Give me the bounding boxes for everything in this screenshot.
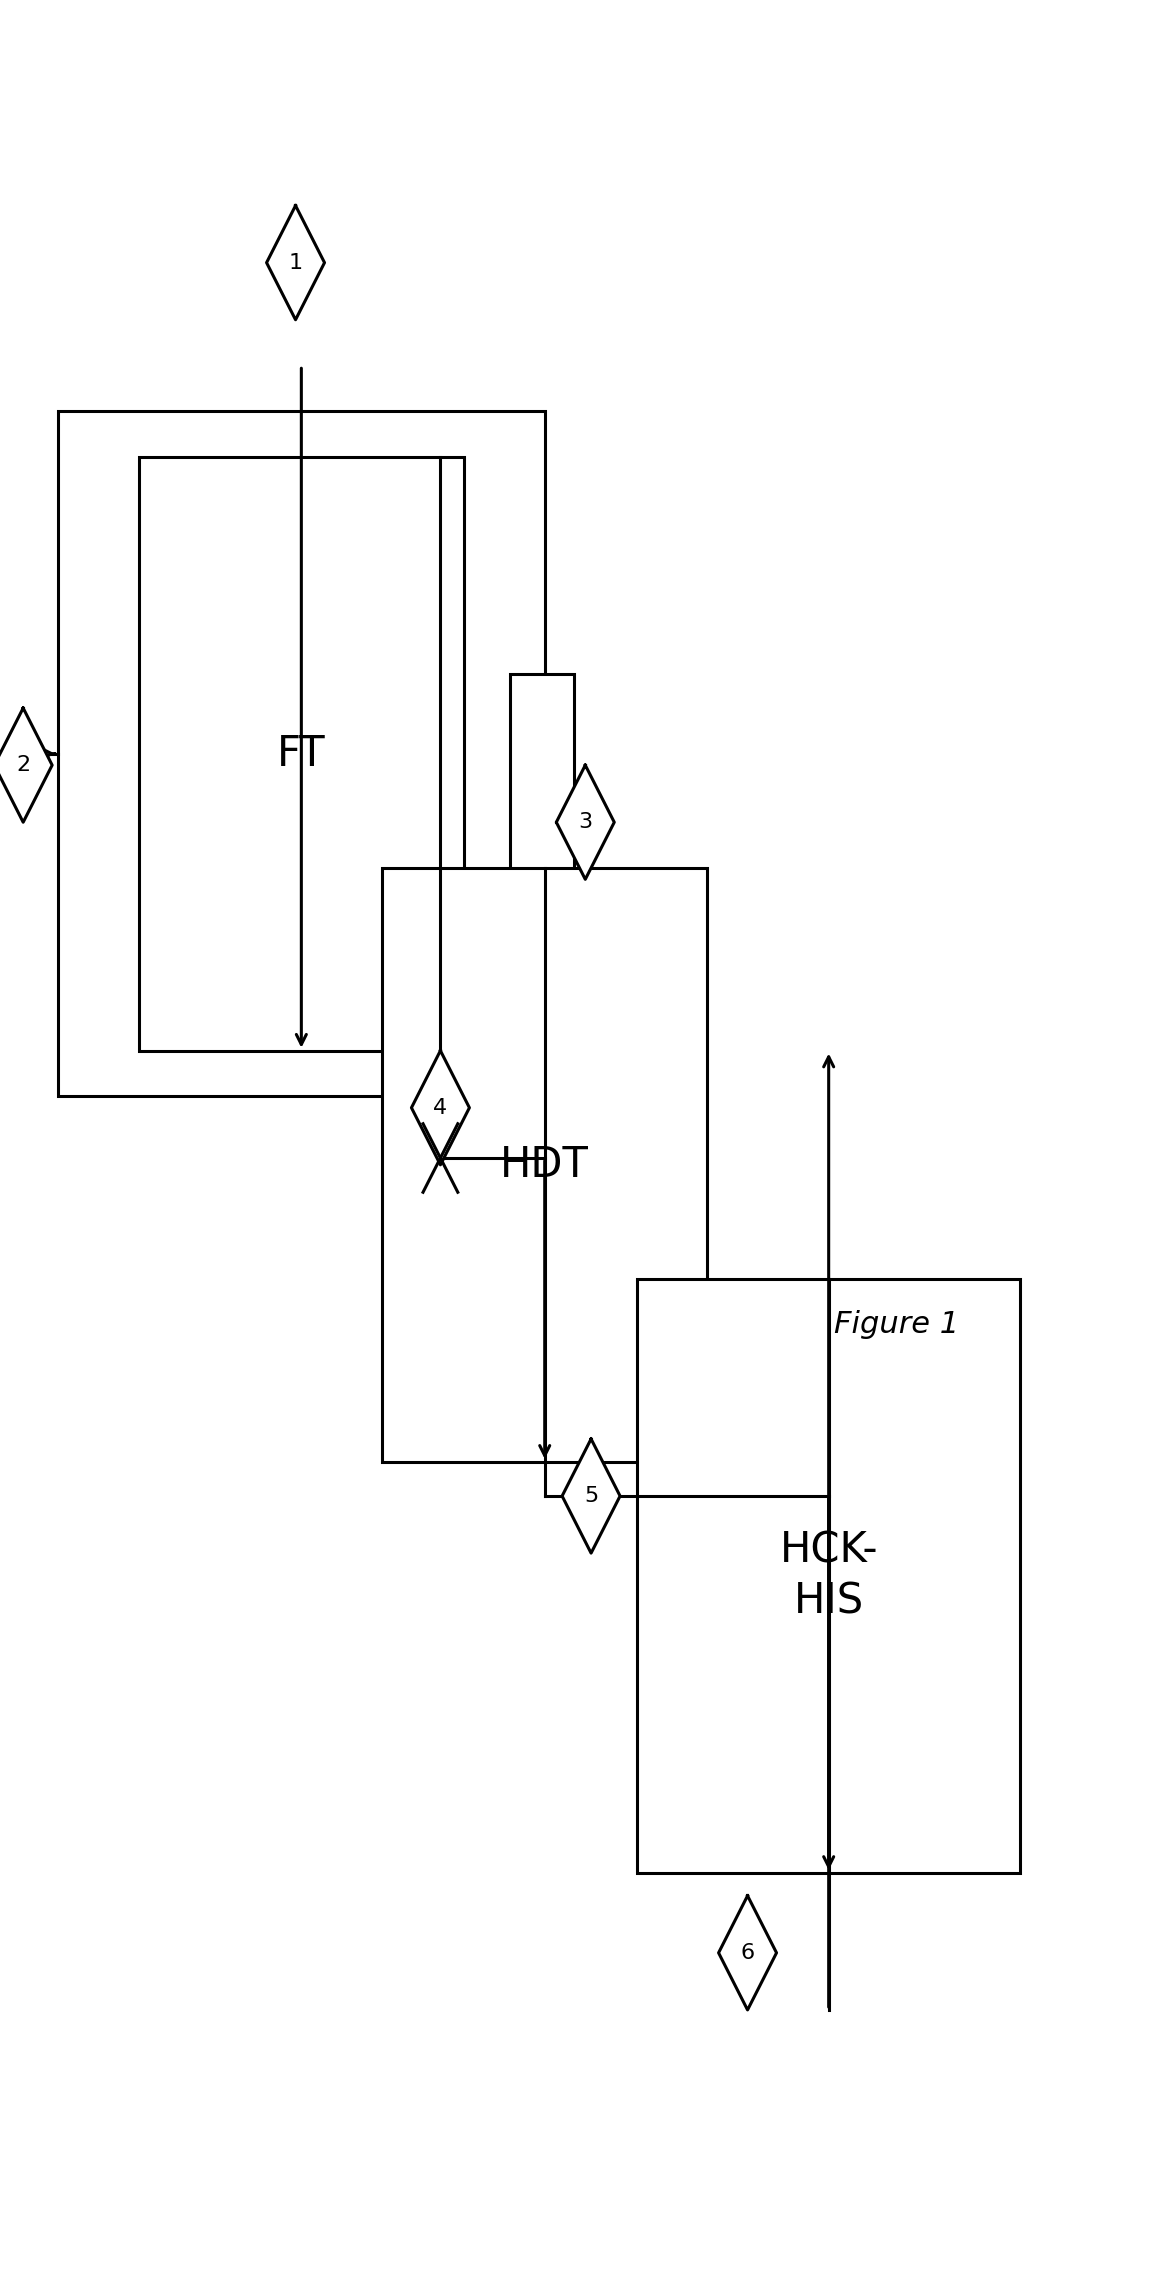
Bar xyxy=(382,868,707,1462)
Text: HCK-
HIS: HCK- HIS xyxy=(780,1528,877,1624)
Text: 5: 5 xyxy=(584,1487,598,1505)
Polygon shape xyxy=(562,1439,620,1553)
Polygon shape xyxy=(267,206,325,320)
Text: 4: 4 xyxy=(433,1099,447,1117)
Bar xyxy=(510,674,574,971)
Bar xyxy=(637,1279,1020,1873)
Text: FT: FT xyxy=(277,733,326,774)
Polygon shape xyxy=(719,1896,777,2010)
Text: 3: 3 xyxy=(578,813,592,831)
Polygon shape xyxy=(556,765,614,879)
Text: HDT: HDT xyxy=(501,1144,589,1185)
Text: 2: 2 xyxy=(16,756,30,774)
Polygon shape xyxy=(411,1051,469,1165)
Bar xyxy=(139,457,464,1051)
Text: Figure 1: Figure 1 xyxy=(834,1311,960,1338)
Polygon shape xyxy=(0,708,52,822)
Text: 6: 6 xyxy=(741,1944,755,1962)
Text: 1: 1 xyxy=(289,254,302,272)
Bar xyxy=(58,411,545,1096)
